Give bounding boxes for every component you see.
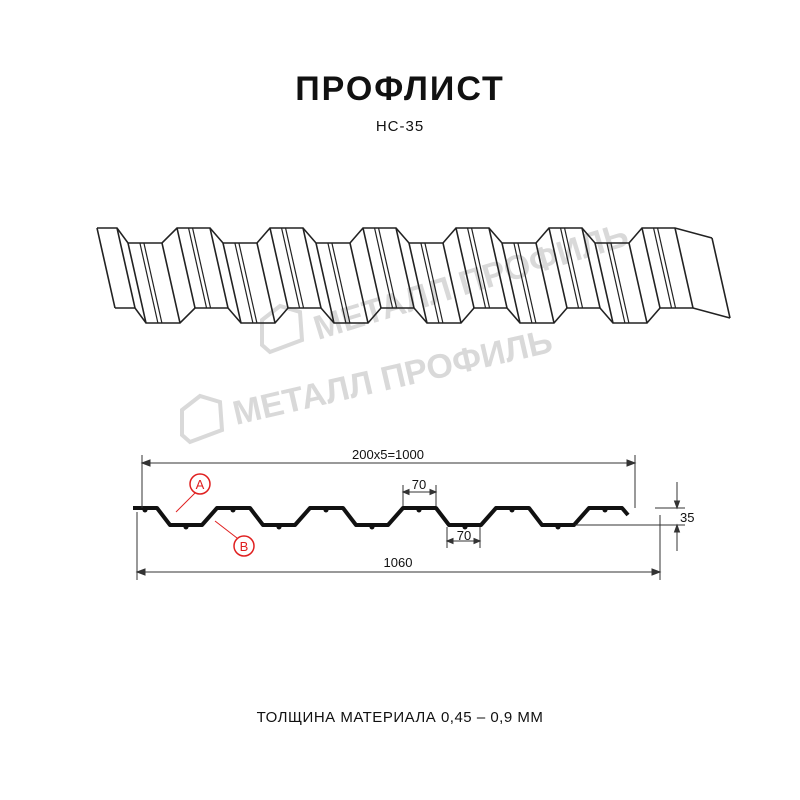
fold-line	[127, 242, 147, 324]
groove-line	[420, 242, 440, 324]
groove-line	[559, 227, 580, 309]
fold-line	[315, 242, 335, 324]
groove-line	[327, 242, 347, 324]
groove-line	[238, 242, 258, 324]
sheet-cross-section	[133, 506, 630, 530]
fold-line	[362, 227, 382, 309]
groove-line	[187, 227, 208, 309]
label-crest-70: 70	[412, 477, 426, 492]
groove-mark	[142, 507, 148, 513]
fold-line	[349, 242, 369, 324]
label-height-35: 35	[680, 510, 694, 525]
fold-line	[535, 242, 555, 324]
groove-line	[424, 242, 444, 324]
groove-mark	[183, 524, 189, 530]
model-subtitle: НС-35	[375, 118, 425, 135]
fold-line	[209, 227, 229, 309]
fold-line	[594, 242, 614, 324]
groove-line	[513, 242, 533, 324]
groove-mark	[602, 507, 608, 513]
groove-mark	[416, 507, 422, 513]
fold-line	[455, 227, 475, 309]
groove-line	[191, 227, 212, 309]
marker-b-label: B	[240, 539, 249, 554]
groove-line	[280, 227, 301, 309]
groove-line	[656, 227, 677, 309]
fold-line	[256, 242, 276, 324]
marker-a-label: A	[196, 477, 205, 492]
fold-line	[116, 227, 136, 309]
dimensions	[135, 455, 685, 580]
groove-mark	[230, 507, 236, 513]
groove-mark	[369, 524, 375, 530]
marker-b-circle	[233, 535, 255, 557]
groove-line	[652, 227, 673, 309]
groove-mark	[276, 524, 282, 530]
dimension-labels: 200x5=1000 1060 70 70 35	[352, 447, 694, 570]
logo-icon	[260, 303, 305, 355]
label-1060: 1060	[384, 555, 413, 570]
groove-line	[466, 227, 487, 309]
groove-line	[470, 227, 491, 309]
groove-line	[563, 227, 584, 309]
groove-line	[377, 227, 398, 309]
watermark-bottom: МЕТАЛЛ ПРОФИЛЬ	[180, 322, 556, 445]
groove-line	[610, 242, 630, 324]
markers	[175, 473, 255, 557]
fold-line	[501, 242, 521, 324]
fold-line	[711, 237, 731, 319]
groove-line	[234, 242, 254, 324]
groove-line	[284, 227, 305, 309]
fold-line	[302, 227, 322, 309]
fold-line	[408, 242, 428, 324]
fold-line	[674, 227, 694, 309]
groove-line	[517, 242, 537, 324]
groove-line	[606, 242, 626, 324]
groove-mark	[462, 524, 468, 530]
fold-line	[96, 227, 116, 309]
groove-mark	[323, 507, 329, 513]
fold-line	[488, 227, 508, 309]
fold-line	[161, 242, 181, 324]
groove-line	[143, 242, 163, 324]
fold-line	[395, 227, 415, 309]
fold-line	[581, 227, 601, 309]
page-title: ПРОФЛИСТ	[295, 70, 505, 108]
material-thickness-note: ТОЛЩИНА МАТЕРИАЛА 0,45 – 0,9 ММ	[256, 709, 544, 726]
groove-line	[331, 242, 351, 324]
groove-mark	[555, 524, 561, 530]
marker-a-circle	[189, 473, 211, 495]
logo-icon	[180, 393, 225, 445]
fold-line	[222, 242, 242, 324]
groove-mark	[509, 507, 515, 513]
label-valley-70: 70	[457, 528, 471, 543]
groove-line	[373, 227, 394, 309]
fold-line	[442, 242, 462, 324]
fold-line	[269, 227, 289, 309]
fold-line	[176, 227, 196, 309]
label-1000: 200x5=1000	[352, 447, 424, 462]
watermark-text: МЕТАЛЛ ПРОФИЛЬ	[229, 322, 556, 433]
groove-line	[139, 242, 159, 324]
sheet-3d-view	[96, 227, 731, 324]
fold-line	[641, 227, 661, 309]
fold-line	[548, 227, 568, 309]
fold-line	[628, 242, 648, 324]
profile-outline	[133, 506, 630, 527]
